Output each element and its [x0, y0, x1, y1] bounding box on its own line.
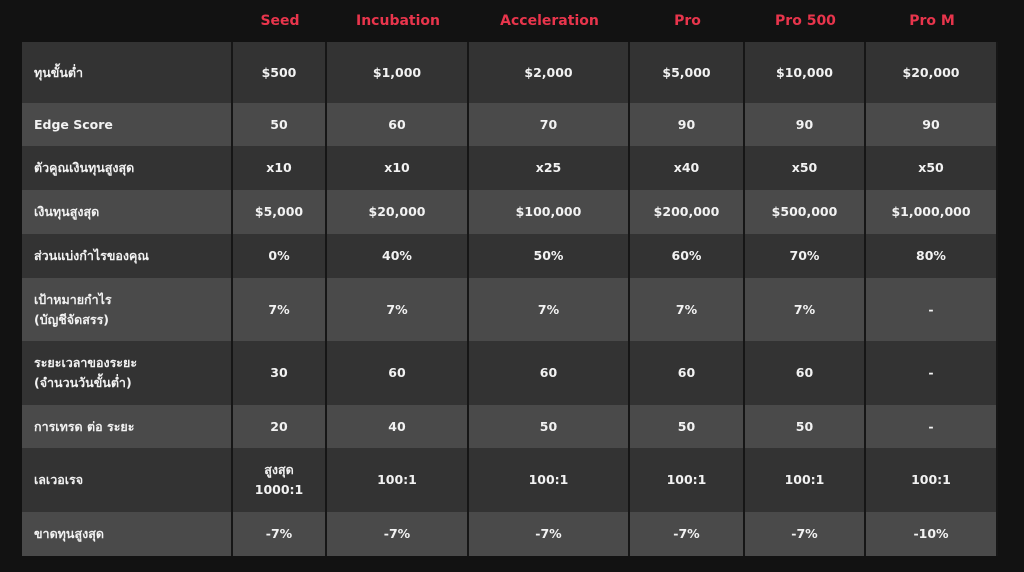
cell-value: 7% — [745, 278, 866, 341]
cell-value: $500 — [233, 42, 327, 103]
cell-value: 100:1 — [866, 448, 998, 512]
cell-value: 0% — [233, 234, 327, 278]
cell-value: 100:1 — [469, 448, 630, 512]
cell-value: 20 — [233, 405, 327, 448]
cell-value: $20,000 — [866, 42, 998, 103]
cell-value: 30 — [233, 341, 327, 405]
cell-value: 60 — [327, 341, 469, 405]
cell-value: สูงสุด 1000:1 — [233, 448, 327, 512]
cell-value: 7% — [233, 278, 327, 341]
cell-value: x40 — [630, 146, 745, 190]
cell-value: 40% — [327, 234, 469, 278]
cell-value: 60 — [469, 341, 630, 405]
cell-value: 50 — [745, 405, 866, 448]
cell-value: 7% — [327, 278, 469, 341]
cell-value: 50 — [233, 103, 327, 146]
row-label: ทุนขั้นต่ำ — [22, 42, 233, 103]
row-label: ขาดทุนสูงสุด — [22, 512, 233, 556]
column-header: Seed — [260, 12, 300, 29]
cell-value: $5,000 — [630, 42, 745, 103]
column-header: Pro 500 — [775, 12, 836, 29]
cell-value: -7% — [630, 512, 745, 556]
cell-value: 90 — [630, 103, 745, 146]
cell-value: 70% — [745, 234, 866, 278]
cell-value: 100:1 — [745, 448, 866, 512]
cell-value: 50 — [630, 405, 745, 448]
cell-value: 100:1 — [630, 448, 745, 512]
cell-value: - — [866, 405, 998, 448]
cell-value: 70 — [469, 103, 630, 146]
cell-value: x25 — [469, 146, 630, 190]
row-label: ส่วนแบ่งกำไรของคุณ — [22, 234, 233, 278]
row-label: การเทรด ต่อ ระยะ — [22, 405, 233, 448]
cell-value: 80% — [866, 234, 998, 278]
cell-value: -7% — [469, 512, 630, 556]
cell-value: $100,000 — [469, 190, 630, 234]
cell-value: $1,000 — [327, 42, 469, 103]
cell-value: $10,000 — [745, 42, 866, 103]
column-header: Pro — [674, 12, 701, 29]
row-label: เงินทุนสูงสุด — [22, 190, 233, 234]
cell-value: 60 — [745, 341, 866, 405]
row-label: เป้าหมายกำไร (บัญชีจัดสรร) — [22, 278, 233, 341]
cell-value: 60 — [327, 103, 469, 146]
cell-value: 100:1 — [327, 448, 469, 512]
column-header: Pro M — [909, 12, 955, 29]
cell-value: x10 — [327, 146, 469, 190]
cell-value: 60 — [630, 341, 745, 405]
column-header: Incubation — [356, 12, 440, 29]
cell-value: x50 — [866, 146, 998, 190]
cell-value: 50% — [469, 234, 630, 278]
cell-value: 90 — [745, 103, 866, 146]
cell-value: $200,000 — [630, 190, 745, 234]
cell-value: 40 — [327, 405, 469, 448]
cell-value: $2,000 — [469, 42, 630, 103]
cell-value: -10% — [866, 512, 998, 556]
cell-value: - — [866, 278, 998, 341]
cell-value: - — [866, 341, 998, 405]
row-label: ตัวคูณเงินทุนสูงสุด — [22, 146, 233, 190]
cell-value: 50 — [469, 405, 630, 448]
cell-value: 60% — [630, 234, 745, 278]
cell-value: x10 — [233, 146, 327, 190]
cell-value: -7% — [233, 512, 327, 556]
cell-value: $1,000,000 — [866, 190, 998, 234]
cell-value: 7% — [630, 278, 745, 341]
cell-value: 7% — [469, 278, 630, 341]
cell-value: x50 — [745, 146, 866, 190]
cell-value: $500,000 — [745, 190, 866, 234]
cell-value: $5,000 — [233, 190, 327, 234]
row-label: Edge Score — [22, 103, 233, 146]
row-label: เลเวอเรจ — [22, 448, 233, 512]
column-header: Acceleration — [500, 12, 599, 29]
cell-value: 90 — [866, 103, 998, 146]
row-label: ระยะเวลาของระยะ (จำนวนวันขั้นต่ำ) — [22, 341, 233, 405]
cell-value: -7% — [327, 512, 469, 556]
cell-value: $20,000 — [327, 190, 469, 234]
cell-value: -7% — [745, 512, 866, 556]
